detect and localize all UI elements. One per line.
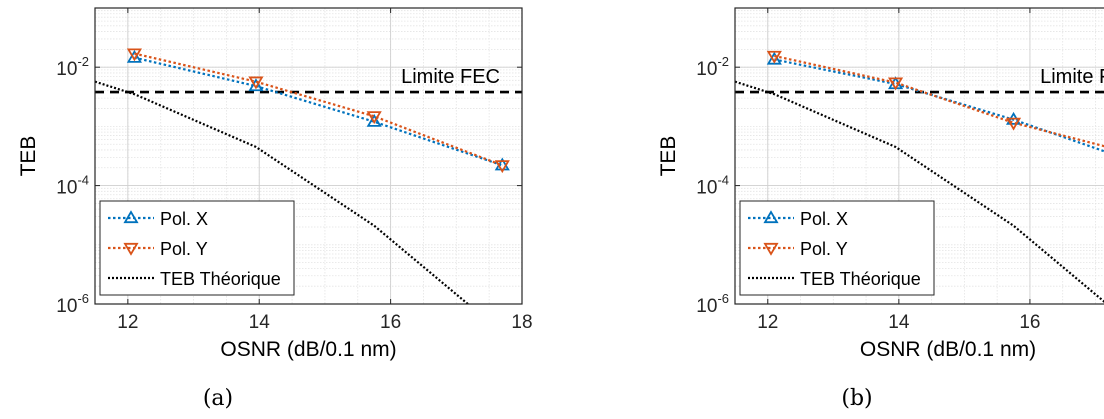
- y-tick-label: 10-4: [56, 173, 89, 199]
- legend-box: [739, 200, 935, 296]
- axes-box: [734, 7, 1104, 305]
- legend-label: Pol. Y: [800, 239, 848, 259]
- caption-a: (a): [202, 386, 234, 411]
- data-point: [887, 77, 904, 91]
- y-tick-label: 10-6: [56, 291, 89, 317]
- series-pol-x: [134, 56, 503, 167]
- legend-marker: [123, 242, 139, 256]
- x-tick-label: 16: [1019, 312, 1040, 333]
- x-tick-label: 14: [888, 312, 910, 333]
- data-point: [766, 50, 782, 64]
- y-tick-label: 10-2: [56, 54, 89, 80]
- data-point: [1005, 117, 1022, 131]
- y-axis-label: TEB: [17, 136, 40, 177]
- series-theory: [95, 80, 470, 304]
- series-line: [134, 56, 503, 167]
- data-point: [126, 49, 142, 63]
- fec-limit-label: Limite FEC: [1040, 66, 1104, 88]
- x-axis-label: OSNR (dB/0.1 nm): [220, 338, 396, 361]
- series-line: [735, 80, 1104, 303]
- chart-panel-a: Limite FEC 12 14 16 18 10-2 10-4 10-6 OSNR (dB/0…: [17, 7, 533, 361]
- series-pol-y: [774, 54, 1104, 148]
- y-tick-label: 10-4: [696, 173, 729, 199]
- series-line: [134, 52, 503, 167]
- legend: Pol. X Pol. Y TEB Théorique: [99, 200, 295, 296]
- series-theory: [735, 80, 1104, 303]
- data-point: [126, 48, 142, 62]
- x-axis-label: OSNR (dB/0.1 nm): [860, 338, 1036, 361]
- legend-marker: [763, 210, 779, 224]
- x-tick-label: 14: [249, 312, 271, 333]
- y-axis-label: TEB: [657, 136, 680, 177]
- series-line: [774, 54, 1104, 148]
- legend-marker: [123, 210, 139, 224]
- legend-label: Pol. Y: [160, 239, 208, 259]
- data-point: [248, 78, 264, 92]
- y-tick-label: 10-6: [696, 291, 729, 317]
- fec-limit-label: Limite FEC: [401, 66, 500, 88]
- x-tick-label: 18: [511, 312, 532, 333]
- x-tick-label: 16: [380, 312, 401, 333]
- caption-b: (b): [841, 386, 873, 411]
- y-tick-label: 10-2: [696, 54, 729, 80]
- legend-marker: [763, 242, 779, 256]
- data-point: [366, 113, 382, 127]
- data-point: [248, 76, 264, 90]
- legend-label: TEB Théorique: [800, 269, 921, 289]
- legend-label: Pol. X: [160, 209, 208, 229]
- figure-canvas: Limite FEC 12 14 16 18 10-2 10-4 10-6 OSNR (dB/0…: [17, 7, 1104, 361]
- series-line: [95, 80, 470, 304]
- data-point: [494, 160, 510, 174]
- data-point: [366, 111, 382, 125]
- legend: Pol. X Pol. Y TEB Théorique: [739, 200, 935, 296]
- legend-label: Pol. X: [800, 209, 848, 229]
- legend-label: TEB Théorique: [160, 269, 281, 289]
- axes-box: [94, 7, 523, 305]
- series-pol-y: [134, 52, 503, 167]
- x-tick-label: 12: [117, 312, 138, 333]
- x-tick-label: 12: [757, 312, 778, 333]
- legend-box: [99, 200, 295, 296]
